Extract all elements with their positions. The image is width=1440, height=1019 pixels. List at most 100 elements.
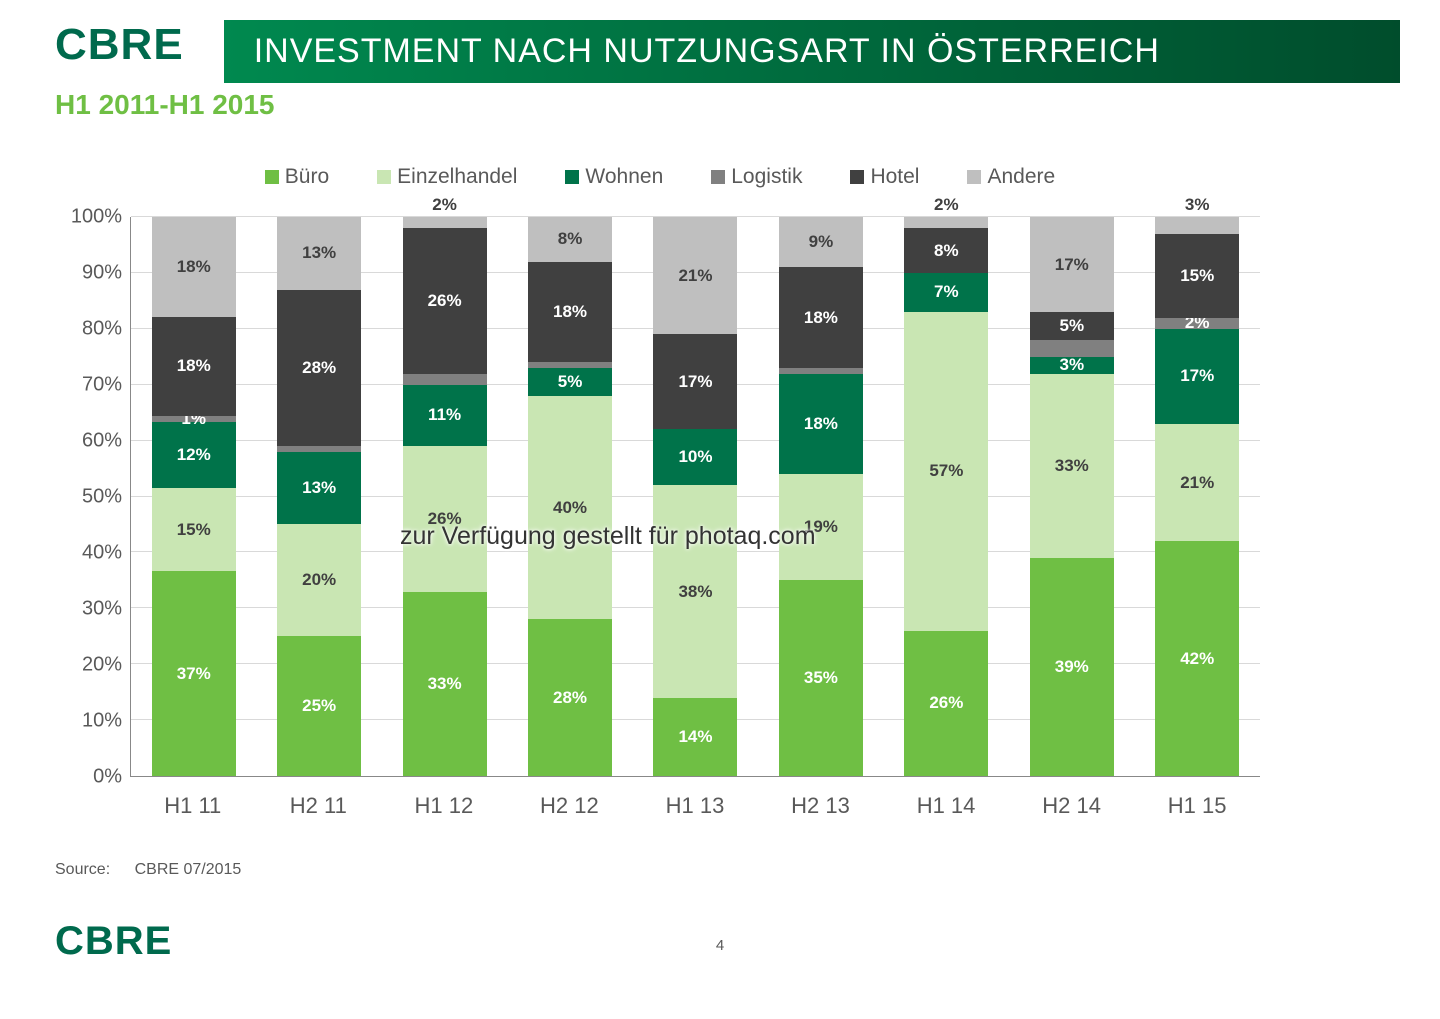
bar-segment-buero: 35% xyxy=(779,580,863,776)
bar-segment-wohnen: 11% xyxy=(403,385,487,446)
x-axis-label: H2 12 xyxy=(527,793,611,819)
bar-segment-buero: 37% xyxy=(152,571,236,776)
page-title: INVESTMENT NACH NUTZUNGSART IN ÖSTERREIC… xyxy=(254,32,1160,70)
bar-segment-andere: 18% xyxy=(152,217,236,317)
segment-value-label: 7% xyxy=(934,282,959,302)
bar-segment-wohnen: 18% xyxy=(779,374,863,475)
segment-value-label: 11% xyxy=(428,405,461,425)
y-tick: 60% xyxy=(82,430,122,453)
segment-value-label: 8% xyxy=(558,229,583,249)
bar-segment-einzelhandel: 21% xyxy=(1155,424,1239,541)
legend-item: Wohnen xyxy=(565,165,663,189)
segment-value-label: 13% xyxy=(302,478,336,498)
bar-segment-einzelhandel: 40% xyxy=(528,396,612,620)
segment-value-label: 3% xyxy=(1059,355,1084,375)
bar-column: 14% 38% 10%17% 21% xyxy=(653,217,737,776)
y-tick: 30% xyxy=(82,598,122,621)
bar-segment-andere: 21% xyxy=(653,217,737,334)
segment-value-label: 38% xyxy=(678,582,712,602)
y-tick: 0% xyxy=(93,766,122,789)
bar-segment-buero: 28% xyxy=(528,619,612,776)
bar-segment-andere: 2% xyxy=(403,217,487,228)
bar-column: 25%20%13%28%13% xyxy=(277,217,361,776)
segment-value-label: 5% xyxy=(1059,316,1084,336)
legend-item: Logistik xyxy=(711,165,802,189)
bar-column: 33%26%11%26%2% xyxy=(403,217,487,776)
bar-segment-hotel: 28% xyxy=(277,290,361,447)
bar-segment-andere: 13% xyxy=(277,217,361,290)
legend-label: Andere xyxy=(987,165,1055,189)
segment-value-label: 42% xyxy=(1180,649,1214,669)
segment-value-label: 35% xyxy=(804,668,838,688)
bar-column: 28% 40% 5% 18% 8% xyxy=(528,217,612,776)
bar-column: 26%57%7%8%2% xyxy=(904,217,988,776)
bar-segment-wohnen: 7% xyxy=(904,273,988,312)
y-axis: 0%10%20%30%40%50%60%70%80%90%100% xyxy=(60,217,130,777)
bars-area: 37%15%12%1%18%18%25%20%13%28%13%33%26%11… xyxy=(130,217,1260,777)
segment-value-label: 33% xyxy=(1055,456,1089,476)
legend-label: Hotel xyxy=(870,165,919,189)
segment-value-label: 40% xyxy=(553,498,587,518)
legend-swatch xyxy=(565,170,579,184)
bar-segment-wohnen: 5% xyxy=(528,368,612,396)
legend-item: Büro xyxy=(265,165,329,189)
source-value: CBRE 07/2015 xyxy=(135,861,242,878)
header-logo: CBRE xyxy=(55,20,184,70)
x-axis-label: H1 14 xyxy=(904,793,988,819)
bar-segment-logistik xyxy=(403,374,487,385)
bar-segment-wohnen: 3% xyxy=(1030,357,1114,374)
bar-segment-wohnen: 17% xyxy=(1155,329,1239,424)
segment-value-label: 57% xyxy=(929,461,963,481)
segment-value-label: 26% xyxy=(428,291,462,311)
footer-logo: CBRE xyxy=(55,919,172,964)
legend-item: Andere xyxy=(967,165,1055,189)
bar-column: 39% 33% 3% 5% 17% xyxy=(1030,217,1114,776)
legend-item: Hotel xyxy=(850,165,919,189)
bar-segment-einzelhandel: 38% xyxy=(653,485,737,697)
segment-value-label: 26% xyxy=(929,693,963,713)
bar-segment-einzelhandel: 57% xyxy=(904,312,988,631)
bar-segment-einzelhandel: 33% xyxy=(1030,374,1114,558)
legend-swatch xyxy=(850,170,864,184)
bar-column: 35%19%18%18%9% xyxy=(779,217,863,776)
chart-legend: Büro Einzelhandel Wohnen Logistik Hotel Ander… xyxy=(60,165,1260,189)
bar-segment-hotel: 18% xyxy=(779,267,863,368)
legend-swatch xyxy=(377,170,391,184)
legend-label: Einzelhandel xyxy=(397,165,517,189)
x-axis-label: H2 11 xyxy=(276,793,360,819)
y-tick: 90% xyxy=(82,262,122,285)
bar-segment-logistik xyxy=(528,362,612,368)
bar-segment-hotel: 18% xyxy=(528,262,612,363)
segment-value-label: 2% xyxy=(432,195,457,215)
bar-segment-hotel: 15% xyxy=(1155,234,1239,318)
source-line: Source: CBRE 07/2015 xyxy=(55,861,241,879)
segment-value-label: 5% xyxy=(558,372,583,392)
y-tick: 20% xyxy=(82,654,122,677)
x-axis-label: H1 13 xyxy=(653,793,737,819)
segment-value-label: 25% xyxy=(302,696,336,716)
page-number: 4 xyxy=(716,937,724,954)
bar-segment-hotel: 17% xyxy=(653,334,737,429)
segment-value-label: 33% xyxy=(428,674,462,694)
bar-segment-andere: 9% xyxy=(779,217,863,267)
bar-segment-buero: 39% xyxy=(1030,558,1114,776)
segment-value-label: 17% xyxy=(1055,255,1089,275)
bar-segment-wohnen: 10% xyxy=(653,429,737,485)
bar-segment-andere: 17% xyxy=(1030,217,1114,312)
segment-value-label: 21% xyxy=(678,266,712,286)
legend-swatch xyxy=(711,170,725,184)
bar-segment-hotel: 8% xyxy=(904,228,988,273)
title-bar: INVESTMENT NACH NUTZUNGSART IN ÖSTERREIC… xyxy=(224,20,1400,83)
chart-plot: 0%10%20%30%40%50%60%70%80%90%100% 37%15%… xyxy=(60,217,1260,777)
x-axis-label: H1 12 xyxy=(402,793,486,819)
segment-value-label: 17% xyxy=(1180,366,1214,386)
segment-value-label: 28% xyxy=(553,688,587,708)
segment-value-label: 18% xyxy=(553,302,587,322)
y-tick: 70% xyxy=(82,374,122,397)
bar-column: 42%21%17%2%15%3% xyxy=(1155,217,1239,776)
legend-item: Einzelhandel xyxy=(377,165,517,189)
bar-segment-buero: 42% xyxy=(1155,541,1239,776)
y-tick: 80% xyxy=(82,318,122,341)
bar-segment-logistik: 1% xyxy=(152,416,236,422)
segment-value-label: 14% xyxy=(678,727,712,747)
